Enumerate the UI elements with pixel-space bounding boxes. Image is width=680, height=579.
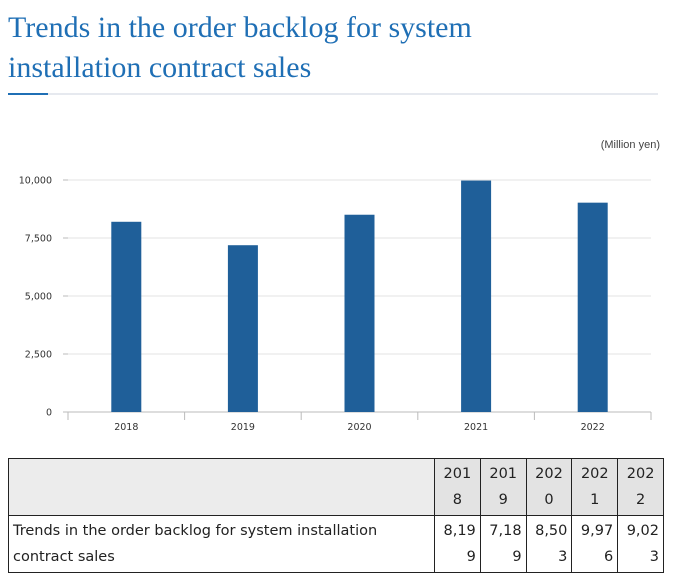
bar (344, 214, 375, 412)
table-header-year: 2021 (571, 458, 619, 516)
title-underline (8, 93, 658, 95)
table-cell-value: 8,199 (434, 515, 481, 573)
table-cell-value: 9,976 (571, 515, 619, 573)
data-table: 2018 2019 2020 2021 2022 Trends in the o… (8, 458, 664, 573)
bar-chart: 0 2,500 5,000 7,500 10,000 2018 2019 2020 2021 20… (19, 176, 652, 434)
table-header-year: 2018 (434, 458, 481, 516)
x-tick-label: 2021 (464, 422, 488, 433)
bar (577, 202, 608, 412)
table-row-label: Trends in the order backlog for system i… (8, 515, 435, 573)
table-cell-value: 7,189 (479, 515, 527, 573)
x-tick-label: 2019 (231, 422, 255, 433)
bar (461, 180, 492, 412)
table-cell-value: 8,503 (525, 515, 573, 573)
title-underline-accent (8, 93, 48, 95)
x-tick-label: 2020 (347, 422, 371, 433)
table-cell-value: 9,023 (617, 515, 664, 573)
y-tick-label: 10,000 (19, 176, 52, 187)
tick-labels: 0 2,500 5,000 7,500 10,000 2018 2019 2020 2021 20… (19, 176, 605, 434)
x-tick-label: 2018 (114, 422, 138, 433)
bar (111, 221, 142, 412)
table-row: Trends in the order backlog for system i… (8, 515, 664, 573)
y-tick-label: 5,000 (25, 292, 52, 303)
y-tick-label: 7,500 (25, 234, 52, 245)
table-header-row: 2018 2019 2020 2021 2022 (8, 458, 664, 516)
unit-label: (Million yen) (600, 139, 660, 151)
y-tick-label: 2,500 (25, 350, 52, 361)
y-tick-label: 0 (46, 408, 52, 419)
table-header-year: 2020 (525, 458, 573, 516)
bars (111, 180, 608, 412)
x-tick-label: 2022 (581, 422, 605, 433)
table-header-year: 2019 (479, 458, 527, 516)
chart-title: Trends in the order backlog for system i… (8, 11, 472, 84)
bar (227, 245, 258, 412)
table-header-year: 2022 (617, 458, 664, 516)
table-corner-cell (8, 458, 435, 516)
